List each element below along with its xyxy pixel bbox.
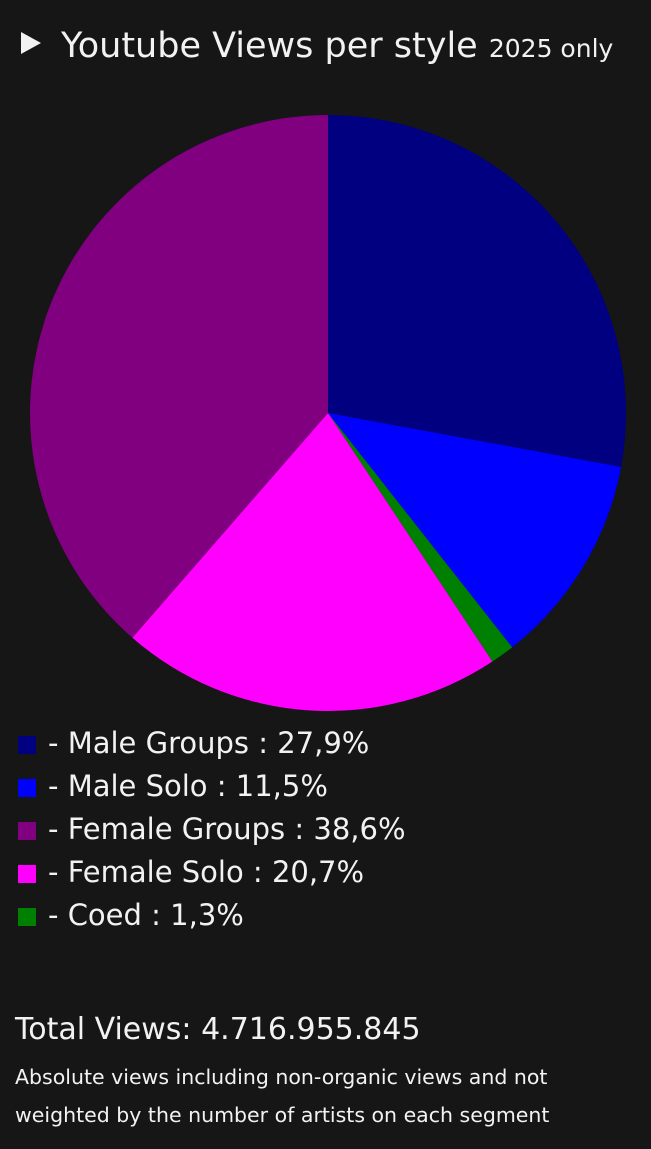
legend-entry: Male Solo11,5% <box>18 765 406 808</box>
legend-swatch <box>18 779 36 797</box>
legend-label: Male Groups <box>48 726 277 760</box>
pie-slice <box>328 413 513 662</box>
legend-label: Female Solo <box>48 855 272 889</box>
legend-swatch <box>18 865 36 883</box>
legend-entry: Coed1,3% <box>18 894 406 937</box>
legend-value: 1,3% <box>170 898 244 932</box>
legend-entry: Female Solo20,7% <box>18 851 406 894</box>
chart-title: Youtube Views per style <box>61 26 478 66</box>
pie-chart <box>29 115 626 711</box>
pie-slice <box>328 115 626 467</box>
legend-label: Coed <box>48 898 170 932</box>
legend-entry: Female Groups38,6% <box>18 808 406 851</box>
chart-title-block: Youtube Views per style 2025 only <box>15 18 635 77</box>
legend-swatch <box>18 822 36 840</box>
pie-slice <box>132 413 493 711</box>
legend-label: Male Solo <box>48 769 236 803</box>
footnote: Absolute views including non-organic vie… <box>15 1065 550 1127</box>
legend-label: Female Groups <box>48 812 313 846</box>
pie-slice <box>328 413 622 648</box>
legend-value: 38,6% <box>313 812 406 846</box>
collapse-toggle[interactable] <box>21 32 41 54</box>
legend: Male Groups27,9% Male Solo11,5% Female G… <box>18 722 406 937</box>
legend-value: 11,5% <box>235 769 328 803</box>
legend-swatch <box>18 908 36 926</box>
legend-entry: Male Groups27,9% <box>18 722 406 765</box>
legend-swatch <box>18 736 36 754</box>
pie-slice <box>29 115 328 638</box>
chart-subtitle: 2025 only <box>488 34 614 63</box>
total-views: Total Views: 4.716.955.845 <box>15 1012 421 1047</box>
legend-value: 20,7% <box>271 855 365 889</box>
legend-value: 27,9% <box>277 726 370 760</box>
